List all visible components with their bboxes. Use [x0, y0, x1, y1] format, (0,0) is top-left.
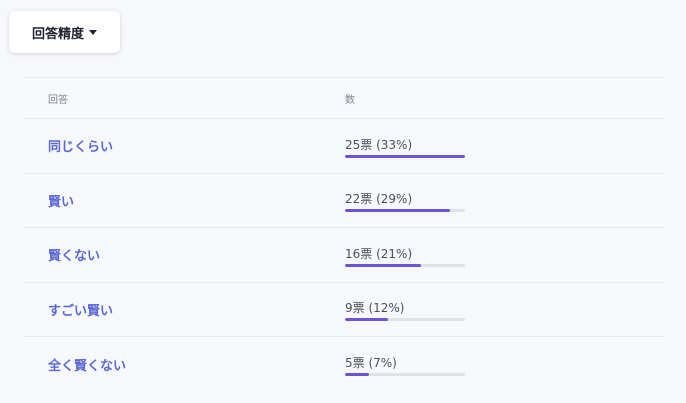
answer-link[interactable]: すごい賢い — [48, 303, 114, 319]
header-count: 数 — [345, 94, 355, 106]
vote-bar-fill — [345, 209, 450, 213]
answer-link[interactable]: 同じくらい — [48, 140, 114, 156]
table-body: 同じくらい 25票 (33%) 賢い 22票 (29%) 賢くない 16票 (21%) すご… — [24, 119, 665, 392]
vote-bar-track — [345, 154, 465, 158]
caret-down-icon — [89, 30, 97, 35]
dropdown-label: 回答精度 — [31, 26, 84, 42]
vote-bar-track — [345, 318, 465, 322]
answer-link[interactable]: 賢くない — [48, 249, 101, 265]
vote-count: 25票 (33%) — [345, 137, 413, 152]
count-cell: 25票 (33%) — [345, 134, 665, 158]
vote-bar-track — [345, 373, 465, 377]
count-cell: 16票 (21%) — [345, 243, 665, 267]
vote-bar-track — [345, 263, 465, 267]
table-header: 回答 数 — [24, 78, 665, 119]
vote-count: 9票 (12%) — [345, 301, 405, 316]
count-cell: 22票 (29%) — [345, 188, 665, 213]
vote-bar-fill — [345, 373, 369, 377]
answer-cell: 全く賢くない — [24, 355, 345, 374]
answer-accuracy-dropdown[interactable]: 回答精度 — [9, 11, 120, 53]
vote-bar-fill — [345, 263, 422, 267]
answer-cell: すごい賢い — [24, 300, 345, 319]
vote-bar-fill — [345, 154, 465, 158]
table-row: 同じくらい 25票 (33%) — [24, 119, 665, 174]
results-table: 回答 数 同じくらい 25票 (33%) 賢い 22票 (29%) 賢くない 16票 (2… — [24, 77, 665, 392]
answer-link[interactable]: 賢い — [48, 194, 75, 210]
table-row: すごい賢い 9票 (12%) — [24, 283, 665, 337]
table-row: 賢い 22票 (29%) — [24, 174, 665, 228]
vote-bar-track — [345, 209, 465, 213]
count-cell: 9票 (12%) — [345, 297, 665, 322]
vote-count: 22票 (29%) — [345, 192, 413, 207]
count-cell: 5票 (7%) — [345, 352, 665, 377]
table-row: 賢くない 16票 (21%) — [24, 228, 665, 283]
vote-bar-fill — [345, 318, 389, 322]
table-row: 全く賢くない 5票 (7%) — [24, 337, 665, 392]
answer-cell: 賢い — [24, 191, 345, 210]
answer-cell: 賢くない — [24, 245, 345, 264]
header-answer: 回答 — [48, 94, 68, 106]
vote-count: 16票 (21%) — [345, 246, 413, 261]
answer-link[interactable]: 全く賢くない — [48, 358, 127, 374]
vote-count: 5票 (7%) — [345, 356, 397, 371]
answer-cell: 同じくらい — [24, 136, 345, 155]
